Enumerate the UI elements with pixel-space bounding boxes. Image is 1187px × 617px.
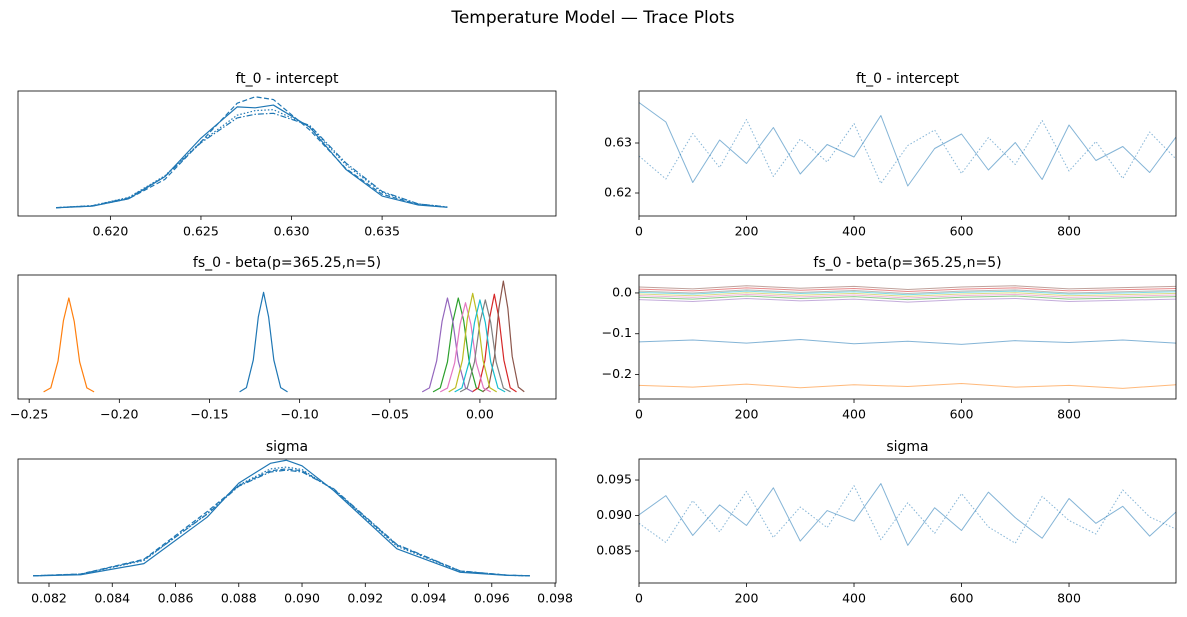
y-tick-label: 0.0	[612, 284, 632, 299]
x-tick-label: 0.094	[411, 591, 447, 606]
x-tick-label: 400	[842, 591, 866, 606]
x-tick-label: 800	[1057, 224, 1081, 239]
subplot-title: sigma	[886, 439, 928, 455]
x-tick-label: 0.092	[347, 591, 383, 606]
x-tick-label: 0	[635, 407, 643, 422]
x-tick-label: 0.088	[221, 591, 257, 606]
subplot: sigma 0.082 0.084 0.086 0.088 0.090 0.092 0.094…	[17, 439, 573, 606]
x-tick-label: 0.00	[466, 407, 494, 422]
trace-line	[639, 292, 1176, 297]
y-tick-label: 0.62	[604, 185, 632, 200]
trace-line	[639, 290, 1176, 296]
kde-curve	[33, 459, 530, 577]
kde-curve	[448, 292, 497, 393]
x-tick-label: 800	[1057, 591, 1081, 606]
trace-line	[639, 297, 1176, 303]
axes-frame	[638, 90, 1177, 217]
x-tick-label: −0.10	[280, 407, 318, 422]
trace-line	[639, 102, 1176, 187]
kde-curve	[239, 291, 288, 393]
x-tick-label: 0.086	[158, 591, 194, 606]
trace-line	[639, 285, 1176, 290]
x-tick-label: 0	[635, 591, 643, 606]
trace-line	[639, 119, 1176, 184]
trace-line	[639, 483, 1176, 546]
x-tick-label: −0.15	[190, 407, 228, 422]
x-tick-label: 200	[735, 407, 759, 422]
y-tick-label: 0.085	[596, 543, 632, 558]
x-tick-label: 600	[950, 591, 974, 606]
axes-frame	[17, 458, 557, 584]
kde-curve	[482, 280, 525, 393]
kde-curve	[56, 109, 448, 209]
x-tick-label: 0.098	[537, 591, 573, 606]
x-tick-label: 600	[950, 224, 974, 239]
trace-line	[639, 295, 1176, 301]
subplot: sigma 0 200 400 600 800 0.085 0.090 0.095	[596, 439, 1177, 606]
y-tick-label: −0.2	[602, 366, 632, 381]
trace-line	[639, 293, 1176, 299]
x-tick-label: 600	[950, 407, 974, 422]
kde-curve	[43, 297, 95, 393]
kde-curve	[432, 297, 484, 393]
subplot: ft_0 - intercept 0 200 400 600 800 0.62 0.63	[604, 71, 1177, 239]
kde-curve	[421, 297, 473, 393]
trace-line	[639, 485, 1176, 544]
figure-title: Temperature Model — Trace Plots	[450, 8, 734, 28]
axes-frame	[638, 458, 1177, 584]
x-tick-label: 0.635	[364, 224, 400, 239]
subplot-title: fs_0 - beta(p=365.25,n=5)	[193, 255, 381, 271]
trace-line	[639, 383, 1176, 389]
x-tick-label: 0	[635, 224, 643, 239]
trace-line	[639, 289, 1176, 295]
x-tick-label: 0.082	[31, 591, 67, 606]
plot-area	[639, 483, 1176, 546]
subplot: ft_0 - intercept 0.620 0.625 0.630 0.635	[17, 71, 557, 239]
subplot-title: ft_0 - intercept	[235, 71, 339, 87]
x-tick-label: 800	[1057, 407, 1081, 422]
x-tick-label: 400	[842, 407, 866, 422]
x-tick-label: 0.620	[92, 224, 128, 239]
axes-frame	[17, 90, 557, 217]
kde-curve	[33, 469, 530, 577]
subplot-title: fs_0 - beta(p=365.25,n=5)	[813, 255, 1001, 271]
subplot-title: sigma	[266, 439, 308, 455]
plot-area	[33, 459, 530, 577]
axes-frame	[638, 274, 1177, 400]
plot-area	[639, 285, 1176, 389]
kde-curve	[56, 112, 448, 209]
x-tick-label: 0.084	[94, 591, 130, 606]
subplot: fs_0 - beta(p=365.25,n=5) −0.25 −0.20 −0.15…	[10, 255, 557, 422]
x-tick-label: 0.625	[183, 224, 219, 239]
x-tick-label: 0.630	[274, 224, 310, 239]
kde-curve	[56, 96, 448, 209]
x-tick-label: 200	[735, 591, 759, 606]
x-tick-label: 200	[735, 224, 759, 239]
x-tick-label: −0.05	[371, 407, 409, 422]
x-tick-label: 400	[842, 224, 866, 239]
subplot: fs_0 - beta(p=365.25,n=5) 0 200 400 600 800 −0…	[602, 255, 1177, 422]
kde-curve	[439, 302, 492, 393]
y-tick-label: 0.63	[604, 135, 632, 150]
plot-area	[56, 96, 448, 209]
trace-line	[639, 287, 1176, 293]
plot-area	[43, 280, 525, 393]
x-tick-label: 0.090	[284, 591, 320, 606]
x-tick-label: 0.096	[474, 591, 510, 606]
y-tick-label: 0.090	[596, 507, 632, 522]
axes-frame	[17, 274, 557, 400]
subplot-title: ft_0 - intercept	[856, 71, 960, 87]
x-tick-label: −0.20	[100, 407, 138, 422]
plot-area	[639, 102, 1176, 187]
kde-curve	[56, 104, 448, 209]
trace-line	[639, 338, 1176, 345]
y-tick-label: −0.1	[602, 325, 632, 340]
y-tick-label: 0.095	[596, 472, 632, 487]
kde-curve	[454, 299, 506, 393]
x-tick-label: −0.25	[10, 407, 48, 422]
kde-curve	[459, 299, 511, 393]
